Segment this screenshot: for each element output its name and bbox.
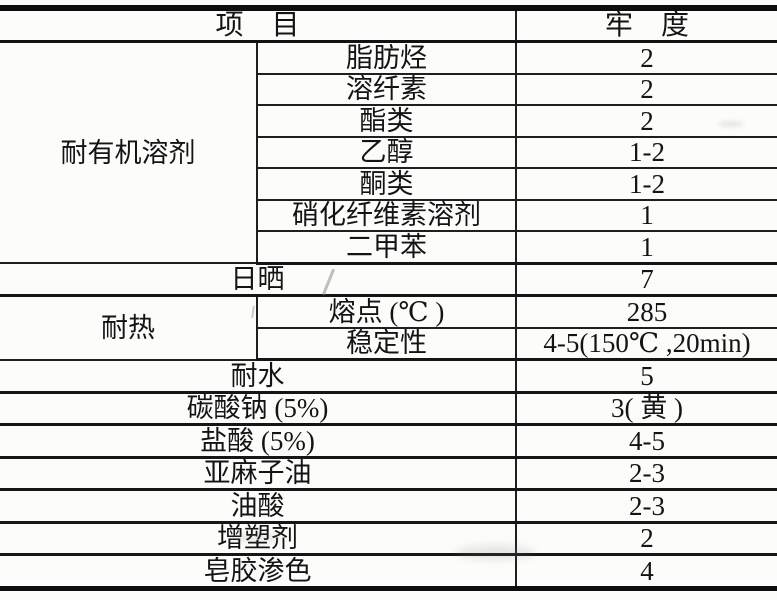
item-cell: 二甲苯	[255, 230, 518, 265]
table-header-row: 项 目 牢 度	[0, 7, 777, 44]
table-row: 溶纤素 2	[0, 72, 777, 107]
value-cell: 3( 黄 )	[515, 391, 777, 427]
table-row: 增塑剂 2	[0, 521, 777, 557]
value-cell: 2-3	[515, 488, 777, 524]
value-cell: 2	[515, 40, 777, 75]
group-organic-solvents: 耐有机溶剂	[0, 40, 258, 265]
item-cell: 酯类	[255, 104, 518, 138]
item-cell: 乙醇	[255, 135, 518, 170]
value-cell: 2	[515, 72, 777, 107]
item-cell-soap-gel-bleed: 皂胶渗色	[0, 553, 518, 590]
item-cell-hydrochloric-acid: 盐酸 (5%)	[0, 423, 518, 459]
table-row: 日晒 7	[0, 262, 777, 298]
item-cell-water: 耐水	[0, 358, 518, 394]
table-row: 碳酸钠 (5%) 3( 黄 )	[0, 391, 777, 427]
value-cell: 4	[515, 553, 777, 590]
value-cell: 4-5	[515, 423, 777, 459]
item-cell: 溶纤素	[255, 72, 518, 107]
table-row: 耐有机溶剂 脂肪烃 2	[0, 40, 777, 265]
header-item: 项 目	[0, 7, 518, 44]
table-row: 乙醇 1-2	[0, 135, 777, 170]
item-cell-linseed-oil: 亚麻子油	[0, 456, 518, 492]
table-row: 皂胶渗色 4	[0, 553, 777, 590]
value-cell: 4-5(150℃ ,20min)	[515, 326, 777, 362]
table-row: 酯类 2	[0, 104, 777, 138]
table-row: 耐热 熔点 (℃ ) 285	[0, 294, 777, 361]
item-cell-oleic-acid: 油酸	[0, 488, 518, 524]
value-cell: 1	[515, 198, 777, 233]
table-row: 硝化纤维素溶剂 1	[0, 198, 777, 233]
value-cell: 285	[515, 294, 777, 329]
item-cell-sodium-carbonate: 碳酸钠 (5%)	[0, 391, 518, 427]
table-row: 酮类 1-2	[0, 167, 777, 201]
group-heat: 耐热	[0, 294, 258, 361]
table-row: 盐酸 (5%) 4-5	[0, 423, 777, 459]
item-cell: 脂肪烃	[255, 40, 518, 75]
item-cell-sunlight: 日晒	[0, 262, 518, 298]
value-cell: 1-2	[515, 135, 777, 170]
value-cell: 7	[515, 262, 777, 298]
item-cell: 酮类	[255, 167, 518, 201]
item-cell: 稳定性	[255, 326, 518, 362]
table-row: 亚麻子油 2-3	[0, 456, 777, 492]
fastness-table: 项 目 牢 度 耐有机溶剂 脂肪烃 2 溶纤素 2 酯类 2 乙醇 1-2 酮类…	[0, 5, 777, 591]
table-row: 油酸 2-3	[0, 488, 777, 524]
header-fastness: 牢 度	[515, 7, 777, 44]
item-cell: 硝化纤维素溶剂	[255, 198, 518, 233]
value-cell: 1	[515, 230, 777, 265]
item-cell-plasticizer: 增塑剂	[0, 521, 518, 557]
value-cell: 2-3	[515, 456, 777, 492]
table-row: 耐水 5	[0, 358, 777, 394]
item-cell: 熔点 (℃ )	[255, 294, 518, 329]
value-cell: 1-2	[515, 167, 777, 201]
table-row: 二甲苯 1	[0, 230, 777, 265]
value-cell: 2	[515, 521, 777, 557]
value-cell: 5	[515, 358, 777, 394]
value-cell: 2	[515, 104, 777, 138]
table-row: 稳定性 4-5(150℃ ,20min)	[0, 326, 777, 362]
